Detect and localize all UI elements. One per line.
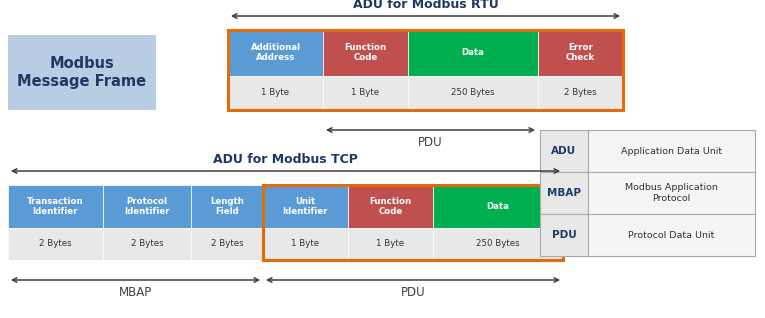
- Text: Protocol Data Unit: Protocol Data Unit: [628, 231, 715, 239]
- Bar: [8, 185, 103, 228]
- Bar: [263, 185, 348, 228]
- Text: Unit
Identifier: Unit Identifier: [283, 197, 328, 216]
- Text: 1 Byte: 1 Byte: [351, 88, 379, 97]
- Bar: [433, 185, 563, 228]
- Bar: [323, 30, 408, 76]
- Bar: [323, 76, 408, 110]
- Text: 2 Bytes: 2 Bytes: [131, 239, 163, 248]
- Text: 1 Byte: 1 Byte: [376, 239, 405, 248]
- Text: MBAP: MBAP: [547, 188, 581, 198]
- Bar: [588, 214, 755, 256]
- Bar: [228, 30, 323, 76]
- Text: Function
Code: Function Code: [369, 197, 412, 216]
- Text: Data: Data: [487, 202, 509, 211]
- Text: ADU for Modbus TCP: ADU for Modbus TCP: [213, 153, 358, 166]
- Bar: [103, 185, 191, 228]
- Text: 1 Byte: 1 Byte: [262, 88, 290, 97]
- Text: Application Data Unit: Application Data Unit: [621, 147, 722, 156]
- Bar: [538, 30, 623, 76]
- Text: Additional
Address: Additional Address: [250, 43, 301, 63]
- Bar: [228, 76, 323, 110]
- Text: PDU: PDU: [401, 286, 425, 299]
- Text: 250 Bytes: 250 Bytes: [476, 239, 519, 248]
- Bar: [538, 76, 623, 110]
- Text: Transaction
Identifier: Transaction Identifier: [28, 197, 84, 216]
- Text: Modbus Application
Protocol: Modbus Application Protocol: [625, 183, 718, 203]
- Bar: [588, 172, 755, 214]
- Bar: [228, 30, 623, 110]
- Bar: [540, 172, 588, 214]
- Text: PDU: PDU: [552, 230, 576, 240]
- Bar: [540, 214, 588, 256]
- Bar: [408, 76, 538, 110]
- Text: 250 Bytes: 250 Bytes: [451, 88, 495, 97]
- Text: ADU for Modbus RTU: ADU for Modbus RTU: [353, 0, 498, 11]
- Bar: [540, 130, 588, 172]
- Text: 2 Bytes: 2 Bytes: [210, 239, 243, 248]
- Text: ADU: ADU: [552, 146, 577, 156]
- Text: Function
Code: Function Code: [344, 43, 386, 63]
- Bar: [348, 185, 433, 228]
- Text: Error
Check: Error Check: [566, 43, 595, 63]
- Bar: [191, 185, 263, 228]
- Text: MBAP: MBAP: [119, 286, 152, 299]
- Bar: [263, 185, 563, 260]
- Text: Length
Field: Length Field: [210, 197, 244, 216]
- Bar: [263, 228, 348, 260]
- Text: Protocol
Identifier: Protocol Identifier: [124, 197, 170, 216]
- Text: 2 Bytes: 2 Bytes: [564, 88, 597, 97]
- Text: 2 Bytes: 2 Bytes: [39, 239, 72, 248]
- Text: PDU: PDU: [418, 136, 443, 149]
- Bar: [408, 30, 538, 76]
- Text: Data: Data: [461, 48, 484, 57]
- Bar: [103, 228, 191, 260]
- Bar: [348, 228, 433, 260]
- Bar: [191, 228, 263, 260]
- Text: 1 Byte: 1 Byte: [291, 239, 320, 248]
- Bar: [588, 130, 755, 172]
- Bar: [433, 228, 563, 260]
- Bar: [8, 228, 103, 260]
- Text: Modbus
Message Frame: Modbus Message Frame: [18, 56, 147, 89]
- Bar: [8, 35, 156, 110]
